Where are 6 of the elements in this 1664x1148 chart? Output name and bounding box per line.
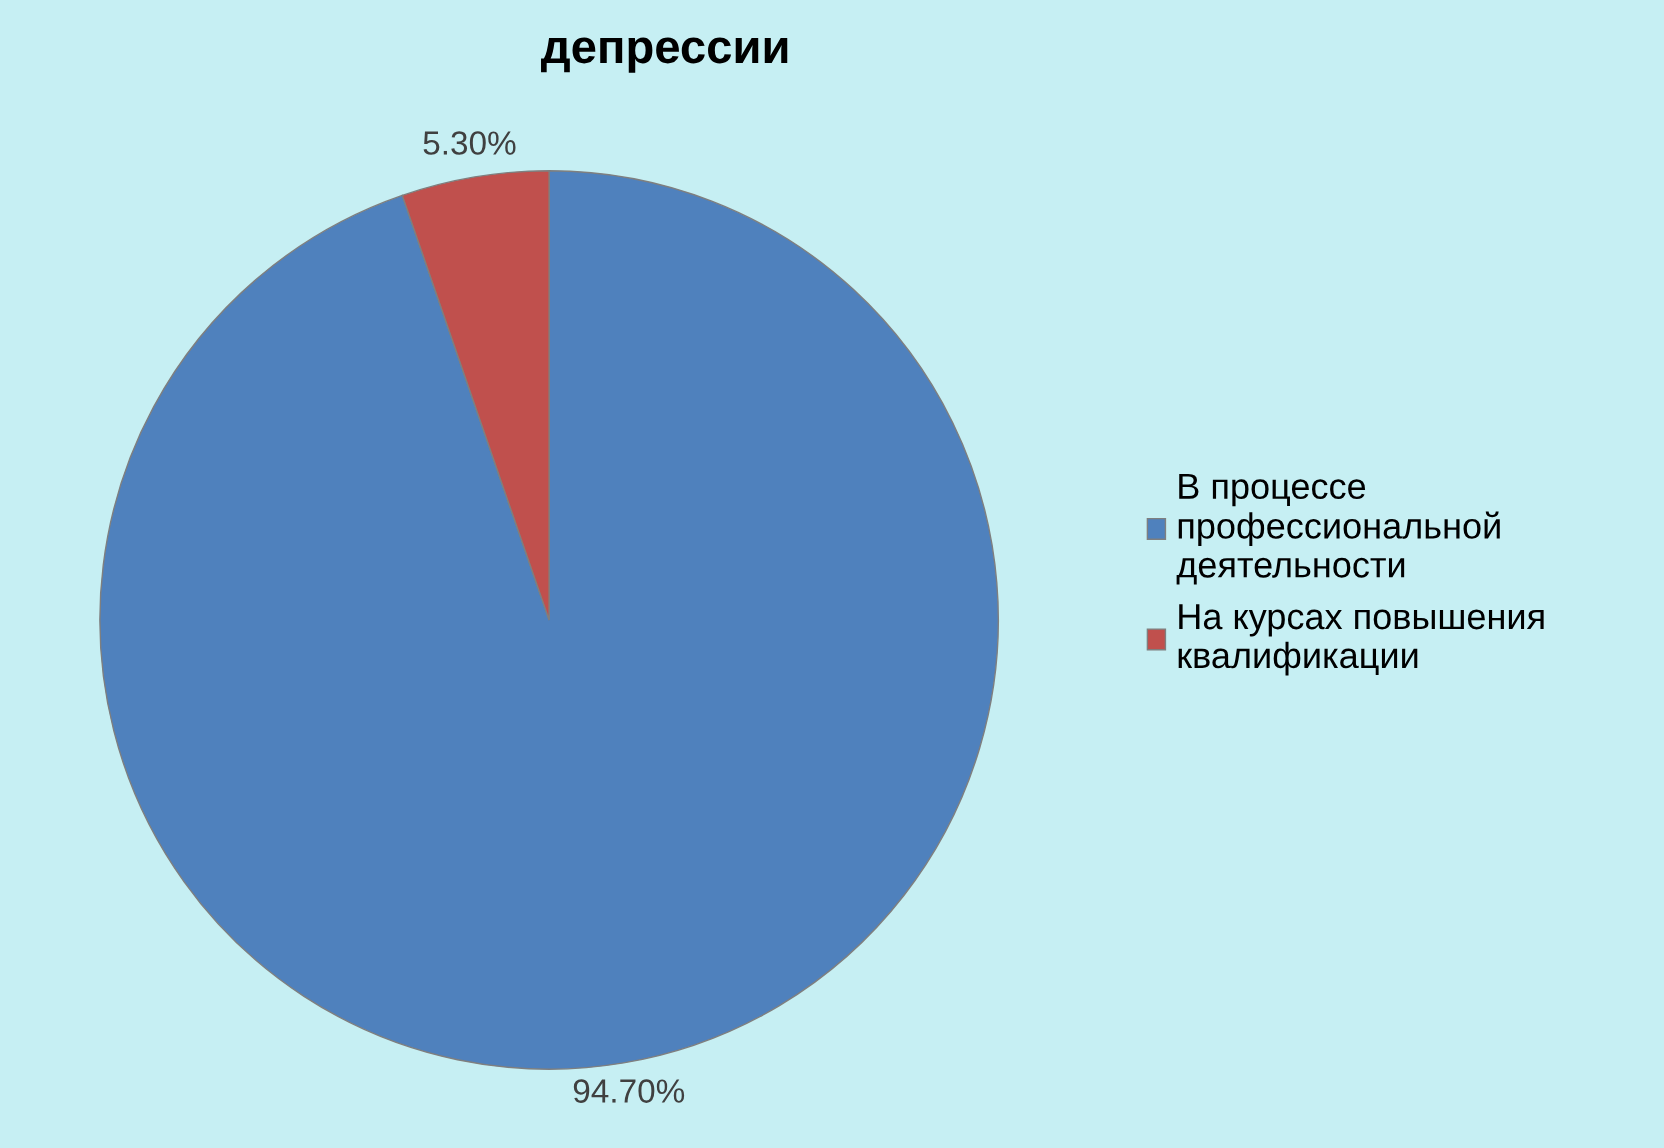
chart-title: депрессии [541, 37, 788, 73]
pie-slice [99, 170, 1000, 1070]
legend-label: На курсах повышения квалификации [1178, 604, 1544, 676]
data-label: 94.70% [573, 1079, 685, 1103]
legend-label: В процессе профессиональной деятельности [1176, 473, 1500, 585]
data-label: 5.30% [423, 131, 516, 155]
